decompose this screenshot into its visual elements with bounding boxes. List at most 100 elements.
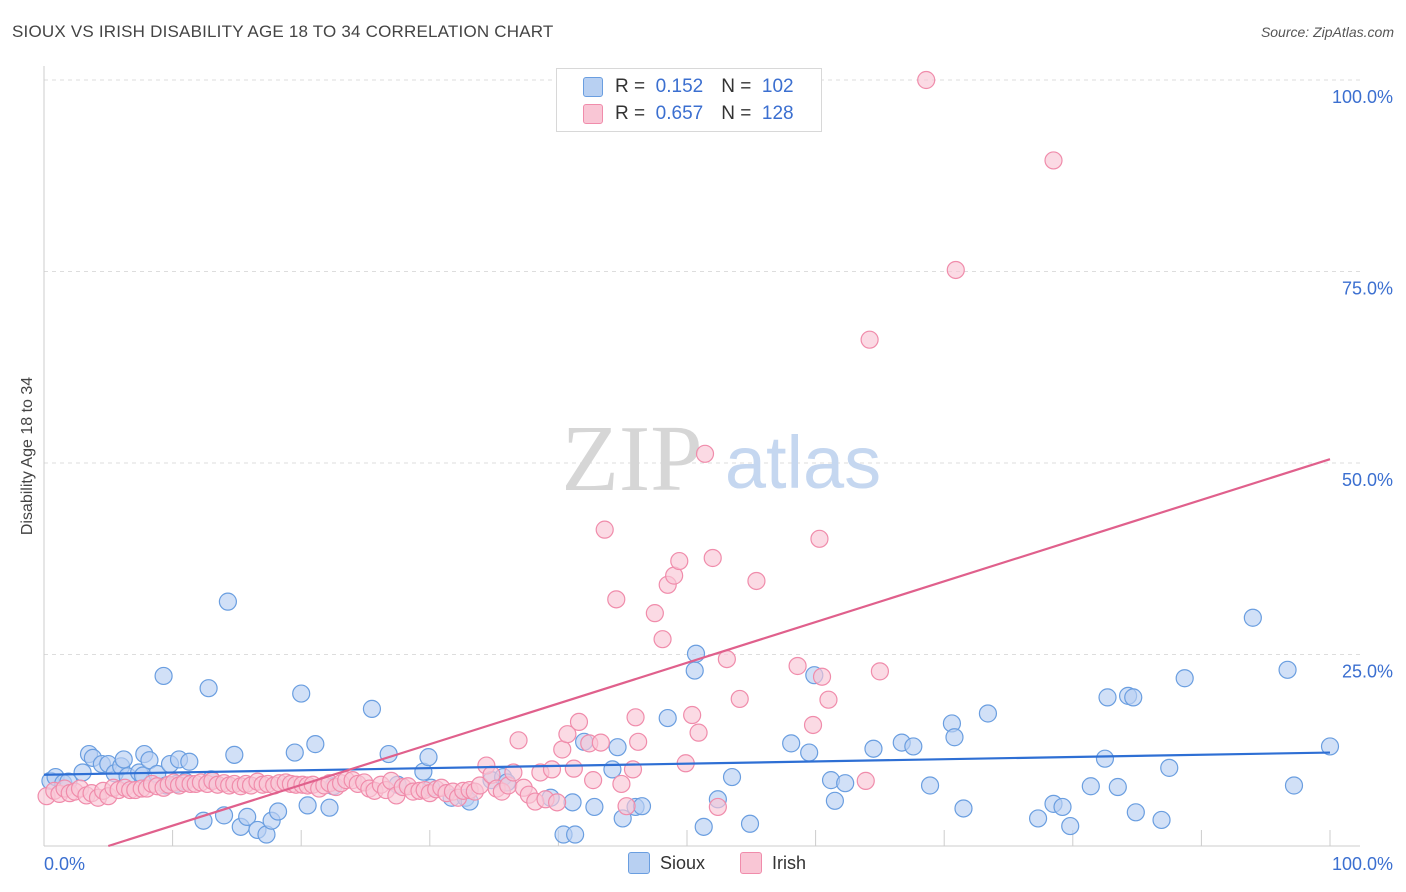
data-point-sioux	[1152, 810, 1171, 830]
data-point-irish	[730, 689, 749, 709]
data-point-sioux	[954, 799, 973, 818]
data-point-irish	[689, 723, 708, 742]
data-point-sioux	[740, 814, 760, 833]
data-point-irish	[856, 771, 875, 790]
data-point-irish	[553, 740, 572, 759]
data-point-sioux	[1160, 758, 1179, 777]
data-point-sioux	[632, 797, 652, 816]
correlation-legend: R = 0.152 N = 102 R = 0.657 N = 128	[556, 68, 822, 132]
y-tick-label: 100.0%	[1332, 87, 1393, 107]
legend-swatch-sioux	[583, 77, 603, 97]
series-legend: Sioux Irish	[0, 852, 1406, 876]
data-point-sioux	[1243, 608, 1262, 627]
data-point-irish	[607, 590, 626, 609]
y-tick-label: 75.0%	[1342, 279, 1393, 299]
legend-label-sioux: Sioux	[660, 852, 706, 873]
data-point-sioux	[864, 739, 883, 758]
data-point-sioux	[268, 802, 288, 821]
data-point-irish	[819, 690, 838, 709]
data-point-sioux	[285, 743, 304, 762]
data-point-irish	[509, 731, 528, 750]
data-point-sioux	[320, 798, 339, 817]
data-point-sioux	[782, 734, 801, 753]
data-point-irish	[860, 330, 879, 349]
data-point-irish	[946, 260, 965, 280]
data-point-irish	[708, 797, 727, 817]
data-point-sioux	[825, 791, 844, 810]
data-point-sioux	[566, 825, 585, 844]
data-point-sioux	[920, 776, 940, 795]
data-point-sioux	[1320, 737, 1340, 756]
data-point-sioux	[1061, 816, 1080, 836]
data-point-irish	[591, 733, 610, 752]
legend-swatch-irish	[583, 104, 603, 124]
data-point-sioux	[585, 797, 604, 817]
data-point-irish	[584, 771, 603, 790]
legend-row-sioux: R = 0.152 N = 102	[583, 74, 794, 100]
data-point-irish	[703, 548, 722, 568]
legend-n-value-sioux: 102	[761, 76, 794, 97]
data-point-sioux	[1124, 688, 1143, 707]
legend-r-label: R =	[615, 76, 646, 97]
watermark-zip: ZIP	[562, 407, 703, 511]
data-point-sioux	[1028, 809, 1048, 828]
data-point-irish	[595, 520, 614, 539]
legend-swatch-irish	[740, 852, 762, 874]
legend-item-sioux[interactable]: Sioux	[628, 852, 705, 874]
data-point-irish	[788, 656, 807, 676]
data-point-sioux	[1053, 797, 1072, 817]
data-point-sioux	[1081, 777, 1100, 796]
data-point-irish	[564, 759, 583, 778]
data-point-irish	[870, 662, 890, 681]
legend-n-label: N =	[721, 76, 752, 97]
legend-r-value-sioux: 0.152	[655, 76, 704, 97]
data-point-irish	[670, 551, 689, 571]
data-point-sioux	[298, 796, 317, 815]
data-point-sioux	[1278, 660, 1297, 679]
data-point-sioux	[114, 750, 133, 769]
legend-row-irish: R = 0.657 N = 128	[583, 101, 794, 127]
legend-item-irish[interactable]: Irish	[740, 852, 806, 874]
y-tick-label: 50.0%	[1342, 470, 1393, 490]
data-point-irish	[548, 793, 567, 812]
data-point-irish	[747, 571, 766, 591]
data-point-sioux	[608, 738, 627, 757]
legend-n-label: N =	[721, 103, 752, 124]
source-label: Source: ZipAtlas.com	[1260, 24, 1394, 40]
data-point-sioux	[904, 737, 923, 756]
data-point-irish	[542, 760, 562, 779]
data-point-sioux	[238, 807, 257, 826]
legend-label-irish: Irish	[772, 852, 807, 873]
data-point-sioux	[1095, 749, 1115, 768]
data-points	[37, 70, 1340, 844]
data-point-irish	[810, 529, 829, 548]
legend-r-value-irish: 0.657	[655, 103, 704, 124]
data-point-irish	[617, 797, 636, 816]
data-point-sioux	[1284, 776, 1304, 795]
data-point-irish	[626, 708, 645, 727]
x-tick-label: 100.0%	[1332, 854, 1393, 874]
data-point-sioux	[306, 735, 325, 754]
data-point-irish	[683, 705, 702, 725]
data-point-sioux	[1108, 777, 1127, 797]
data-point-sioux	[180, 752, 199, 771]
data-point-irish	[645, 604, 664, 623]
data-point-sioux	[685, 661, 704, 680]
data-point-irish	[695, 444, 715, 463]
data-point-sioux	[154, 666, 173, 686]
data-point-sioux	[978, 704, 998, 723]
watermark: ZIP atlas	[562, 407, 882, 511]
chart-title: SIOUX VS IRISH DISABILITY AGE 18 TO 34 C…	[12, 22, 554, 41]
data-point-sioux	[945, 728, 964, 747]
data-point-sioux	[73, 763, 92, 782]
data-point-irish	[612, 774, 631, 794]
data-point-irish	[504, 763, 523, 782]
data-point-sioux	[1175, 669, 1194, 688]
legend-n-value-irish: 128	[761, 103, 794, 124]
data-point-sioux	[800, 743, 819, 762]
legend-swatch-sioux	[628, 852, 650, 874]
data-point-sioux	[603, 760, 622, 779]
x-tick-label: 0.0%	[44, 854, 85, 874]
data-point-irish	[812, 667, 832, 686]
